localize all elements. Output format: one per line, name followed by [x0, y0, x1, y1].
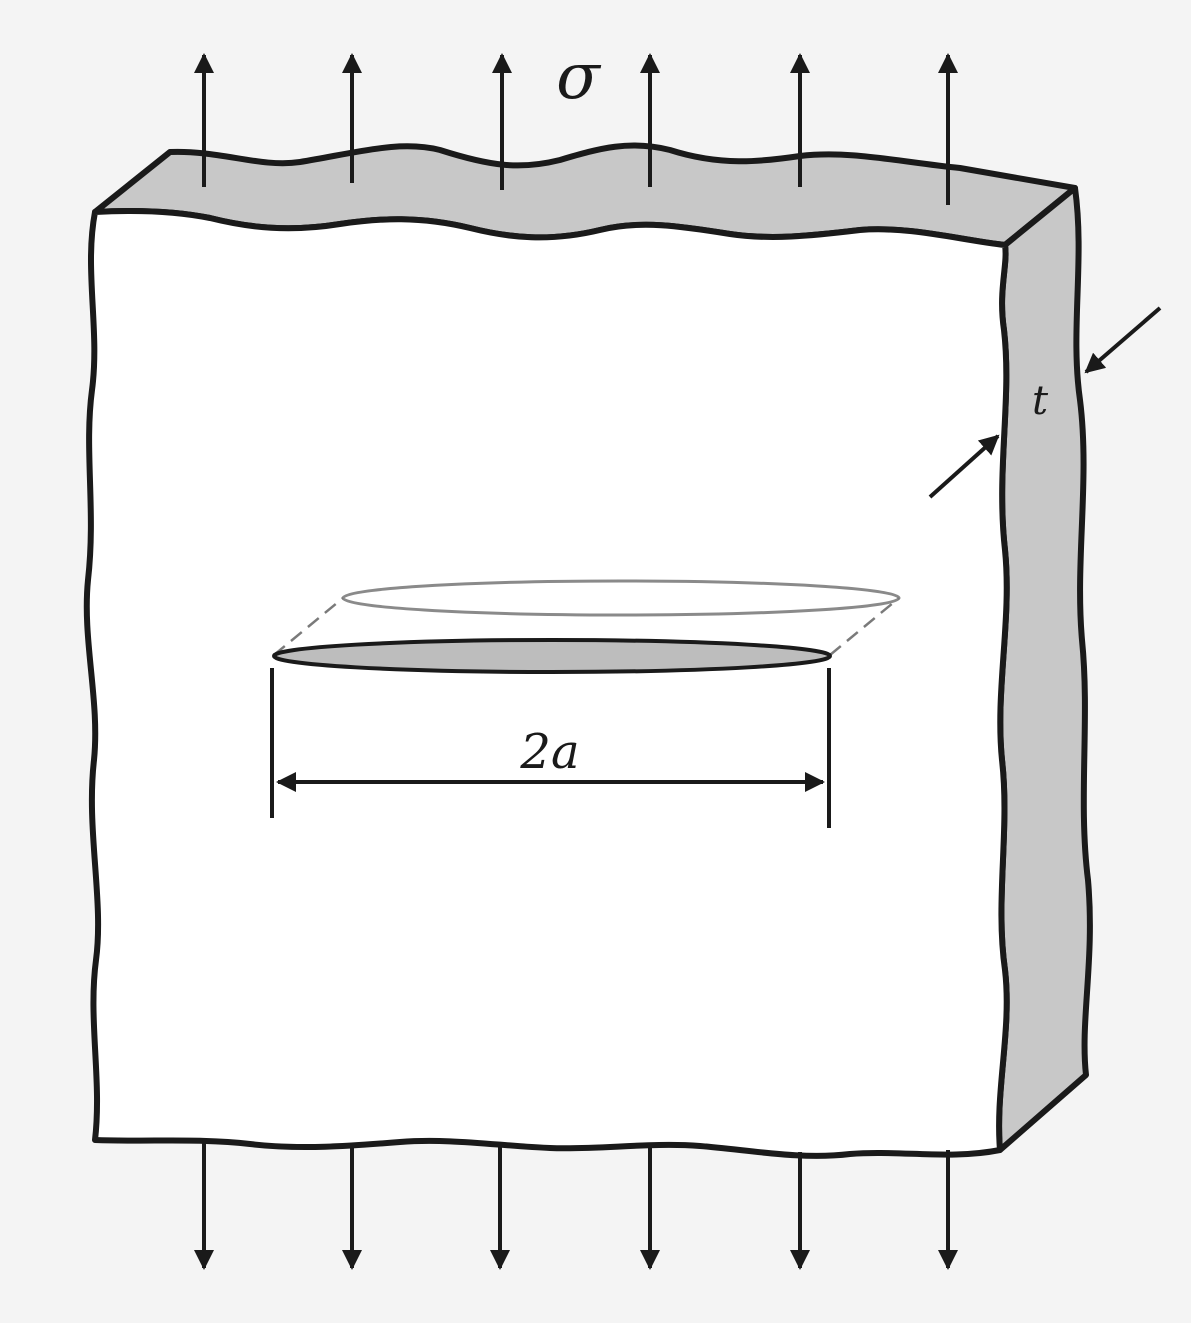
crack-depth-dash-right — [829, 597, 900, 656]
crack-length-label: 2a — [519, 724, 579, 780]
stress-label: σ — [556, 40, 602, 114]
bottom-stress-arrows — [194, 1142, 958, 1270]
thickness-label: t — [1032, 378, 1049, 424]
plate-front-face — [83, 207, 1010, 1159]
thickness-arrow-inner — [928, 434, 1000, 499]
plate-right-face — [996, 185, 1093, 1153]
top-stress-arrows — [194, 53, 958, 205]
crack-depth-dash-left — [273, 597, 344, 656]
thickness-arrow-outer — [1084, 306, 1162, 374]
through-crack — [272, 638, 832, 674]
